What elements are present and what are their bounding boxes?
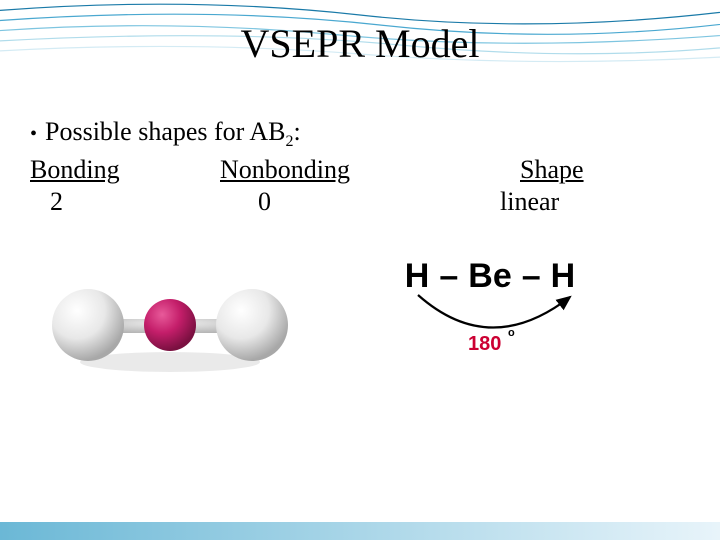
bottom-decoration — [0, 522, 720, 540]
value-bonding: 2 — [30, 187, 220, 217]
diagrams-row: H – Be – H 180 o — [0, 257, 720, 397]
bullet-subscript: 2 — [286, 133, 294, 150]
value-row: 2 0 linear — [30, 187, 690, 217]
value-nonbonding: 0 — [220, 187, 480, 217]
value-shape: linear — [480, 187, 660, 217]
header-nonbonding: Nonbonding — [220, 155, 480, 185]
bullet-text: Possible shapes for AB2: — [45, 117, 301, 151]
bullet-suffix: : — [294, 117, 301, 146]
header-row: Bonding Nonbonding Shape — [30, 155, 690, 185]
angle-value: 180 — [468, 333, 501, 356]
header-shape: Shape — [480, 155, 660, 185]
molecule-3d-model — [40, 267, 300, 387]
bullet-line: • Possible shapes for AB2: — [30, 117, 690, 151]
content-area: • Possible shapes for AB2: Bonding Nonbo… — [0, 67, 720, 217]
structural-formula: H – Be – H 180 o — [360, 257, 620, 397]
header-bonding: Bonding — [30, 155, 220, 185]
bullet-text-main: Possible shapes for AB — [45, 117, 286, 146]
angle-degree: o — [508, 327, 515, 339]
bullet-marker: • — [30, 123, 37, 146]
page-title: VSEPR Model — [0, 0, 720, 67]
